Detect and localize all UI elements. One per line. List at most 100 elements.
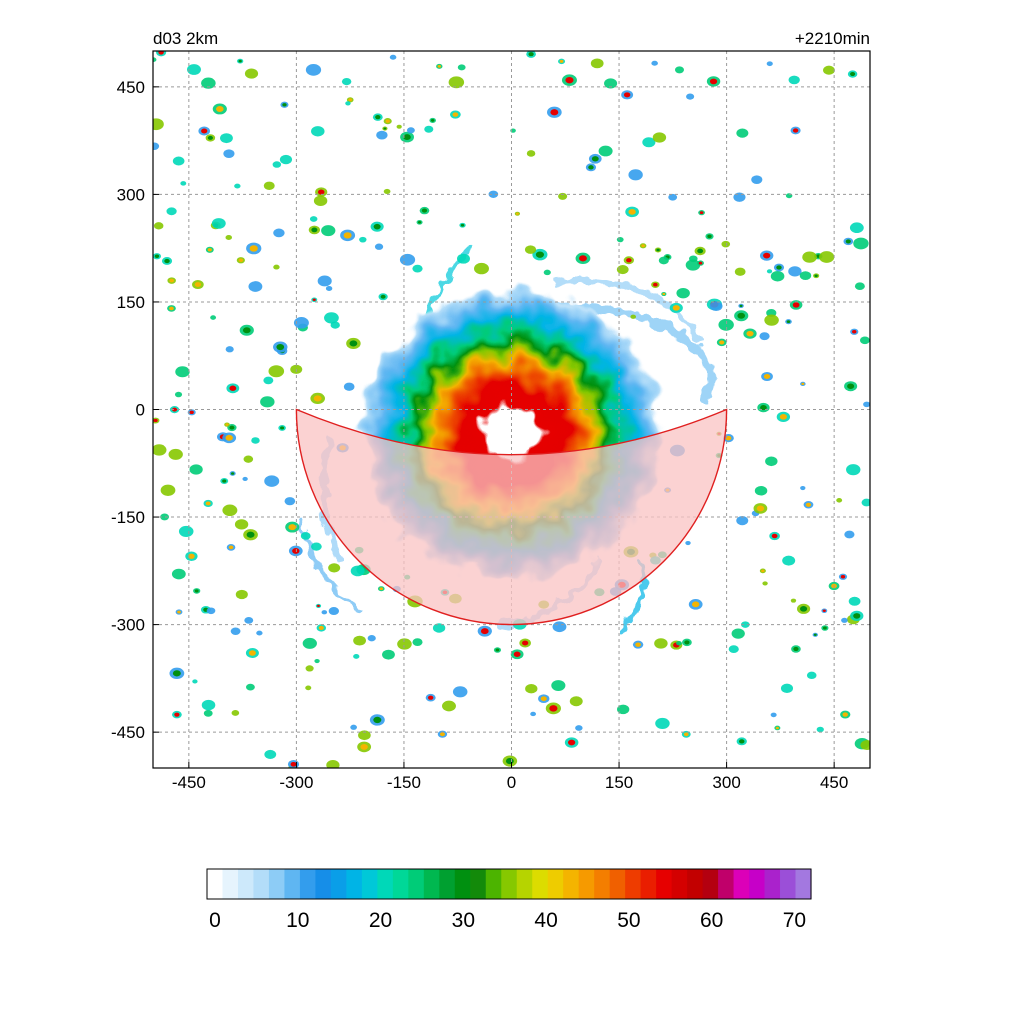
- convective-cell: [273, 341, 288, 353]
- colorbar-swatch: [253, 869, 270, 899]
- convective-cell: [235, 589, 248, 600]
- convective-cell: [222, 432, 237, 444]
- convective-cell: [166, 207, 177, 216]
- x-tick-label: 0: [507, 773, 516, 792]
- convective-cell: [192, 280, 204, 290]
- convective-cell: [502, 755, 518, 767]
- colorbar-swatch: [609, 869, 626, 899]
- convective-cell: [757, 402, 770, 413]
- convective-cell: [153, 253, 161, 260]
- colorbar-tick-label: 30: [452, 909, 475, 932]
- convective-cell: [625, 206, 639, 218]
- convective-cell: [658, 256, 669, 265]
- convective-cell: [264, 749, 277, 759]
- colorbar-swatch: [780, 869, 797, 899]
- convective-cell: [759, 250, 774, 261]
- convective-cell: [437, 730, 448, 738]
- convective-cell: [161, 257, 173, 265]
- convective-cell: [263, 376, 274, 385]
- colorbar-swatch: [439, 869, 456, 899]
- convective-cell: [796, 603, 811, 614]
- colorbar-swatch: [392, 869, 409, 899]
- convective-cell: [273, 264, 280, 270]
- convective-cell: [457, 64, 466, 71]
- convective-cell: [198, 126, 211, 136]
- convective-cell: [547, 106, 562, 118]
- y-tick-label: 0: [136, 401, 145, 420]
- colorbar-swatch: [516, 869, 533, 899]
- convective-cell: [510, 649, 524, 660]
- convective-cell: [709, 301, 723, 312]
- x-tick-label: 150: [605, 773, 633, 792]
- convective-cell: [359, 236, 367, 243]
- convective-cell: [669, 302, 683, 313]
- convective-cell: [843, 237, 854, 246]
- convective-cell: [860, 740, 870, 751]
- convective-cell: [350, 724, 357, 730]
- convective-cell: [604, 78, 618, 89]
- convective-cell: [193, 588, 201, 594]
- convective-cell: [279, 154, 293, 165]
- colorbar-swatch: [315, 869, 332, 899]
- convective-cell: [245, 648, 259, 659]
- colorbar-swatch: [268, 869, 286, 899]
- convective-cell: [273, 228, 285, 238]
- convective-cell: [844, 530, 855, 539]
- convective-cell: [575, 725, 583, 731]
- convective-cell: [328, 607, 340, 616]
- convective-cell: [326, 759, 340, 768]
- convective-cell: [840, 710, 851, 719]
- convective-cell: [621, 90, 634, 100]
- convective-cell: [759, 568, 766, 574]
- convective-cell: [396, 124, 402, 129]
- convective-cell: [345, 101, 351, 106]
- convective-cell: [616, 265, 629, 275]
- convective-cell: [766, 269, 773, 274]
- convective-cell: [651, 60, 658, 66]
- convective-cell: [860, 336, 870, 345]
- convective-cell: [526, 51, 536, 58]
- convective-cell: [293, 317, 309, 329]
- convective-cell: [514, 211, 521, 216]
- convective-cell: [180, 181, 187, 186]
- convective-cell: [694, 246, 706, 256]
- map-data-area: [153, 51, 870, 768]
- convective-cell: [654, 638, 668, 649]
- convective-cell: [369, 714, 385, 726]
- convective-cell: [316, 624, 327, 632]
- colorbar-swatch: [594, 869, 611, 899]
- colorbar-swatch: [485, 869, 502, 899]
- convective-cell: [718, 318, 734, 331]
- convective-cell: [642, 137, 656, 148]
- convective-cell: [284, 497, 296, 506]
- convective-cell: [153, 222, 164, 230]
- colorbar-frame: [206, 868, 812, 900]
- convective-cell: [743, 328, 757, 339]
- convective-cell: [803, 501, 814, 509]
- convective-cell: [167, 305, 176, 312]
- convective-cell: [227, 424, 237, 432]
- x-axis-ticks: -450 -300 -150 0 150 300 450: [172, 762, 848, 792]
- colorbar-swatch: [284, 869, 301, 899]
- convective-cell: [800, 381, 806, 386]
- convective-cell: [823, 65, 835, 75]
- convective-cell: [246, 683, 255, 691]
- convective-cell: [844, 381, 858, 392]
- convective-cell: [762, 581, 768, 586]
- convective-cell: [841, 617, 848, 623]
- convective-cell: [861, 498, 870, 507]
- convective-cell: [346, 337, 361, 350]
- convective-cell: [847, 70, 858, 78]
- convective-cell: [459, 222, 466, 228]
- convective-cell: [167, 277, 176, 284]
- convective-cell: [153, 57, 157, 62]
- convective-cell: [706, 76, 721, 87]
- colorbar-swatch: [702, 869, 719, 899]
- convective-cell: [688, 599, 703, 610]
- convective-cell: [229, 471, 236, 476]
- convective-cell: [754, 485, 768, 496]
- convective-cell: [686, 93, 695, 100]
- convective-cell: [346, 97, 354, 103]
- convective-cell: [738, 303, 744, 308]
- colorbar-swatch: [346, 869, 363, 899]
